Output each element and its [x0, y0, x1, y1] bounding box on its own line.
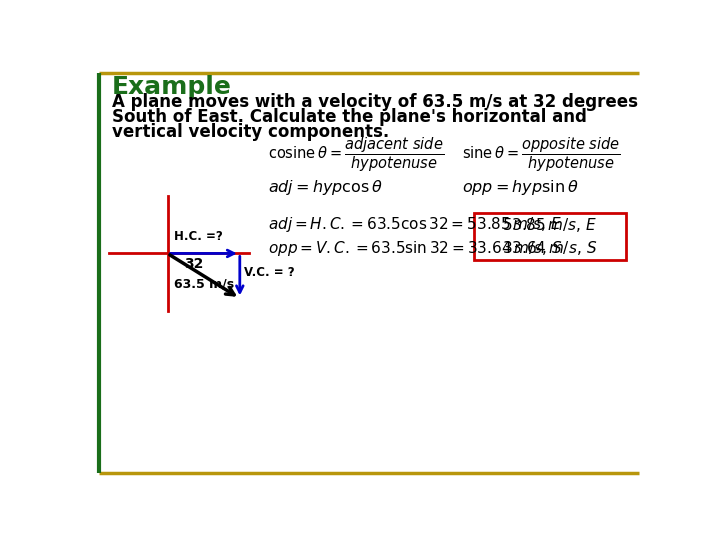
Text: South of East. Calculate the plane's horizontal and: South of East. Calculate the plane's hor…: [112, 108, 587, 126]
FancyBboxPatch shape: [474, 213, 626, 260]
Text: A plane moves with a velocity of 63.5 m/s at 32 degrees: A plane moves with a velocity of 63.5 m/…: [112, 93, 638, 111]
Text: $opp = V.C. = 63.5\sin 32 = 33.64\,m/s,\,S$: $opp = V.C. = 63.5\sin 32 = 33.64\,m/s,\…: [269, 239, 563, 258]
Text: $\mathrm{cosine}\,\theta = \dfrac{\mathit{adjacent\ side}}{\mathit{hypotenuse}}$: $\mathrm{cosine}\,\theta = \dfrac{\mathi…: [269, 136, 444, 174]
Text: H.C. =?: H.C. =?: [174, 230, 222, 242]
Text: 32: 32: [184, 257, 204, 271]
Text: 63.5 m/s: 63.5 m/s: [174, 278, 234, 291]
Text: vertical velocity components.: vertical velocity components.: [112, 123, 389, 140]
Text: $opp = hyp\sin\theta$: $opp = hyp\sin\theta$: [462, 178, 578, 197]
Text: $33.64\,m/s,\,S$: $33.64\,m/s,\,S$: [502, 239, 598, 257]
Text: $adj = H.C. = 63.5\cos 32 = 53.85\,m/s,\,E$: $adj = H.C. = 63.5\cos 32 = 53.85\,m/s,\…: [269, 215, 562, 234]
Text: $\mathrm{sine}\,\theta = \dfrac{\mathit{opposite\ side}}{\mathit{hypotenuse}}$: $\mathrm{sine}\,\theta = \dfrac{\mathit{…: [462, 136, 621, 174]
Text: $53.85\,m/s,\,E$: $53.85\,m/s,\,E$: [502, 216, 598, 234]
Text: $adj = hyp\cos\theta$: $adj = hyp\cos\theta$: [269, 178, 383, 197]
Text: Example: Example: [112, 75, 232, 99]
Text: V.C. = ?: V.C. = ?: [243, 266, 294, 279]
